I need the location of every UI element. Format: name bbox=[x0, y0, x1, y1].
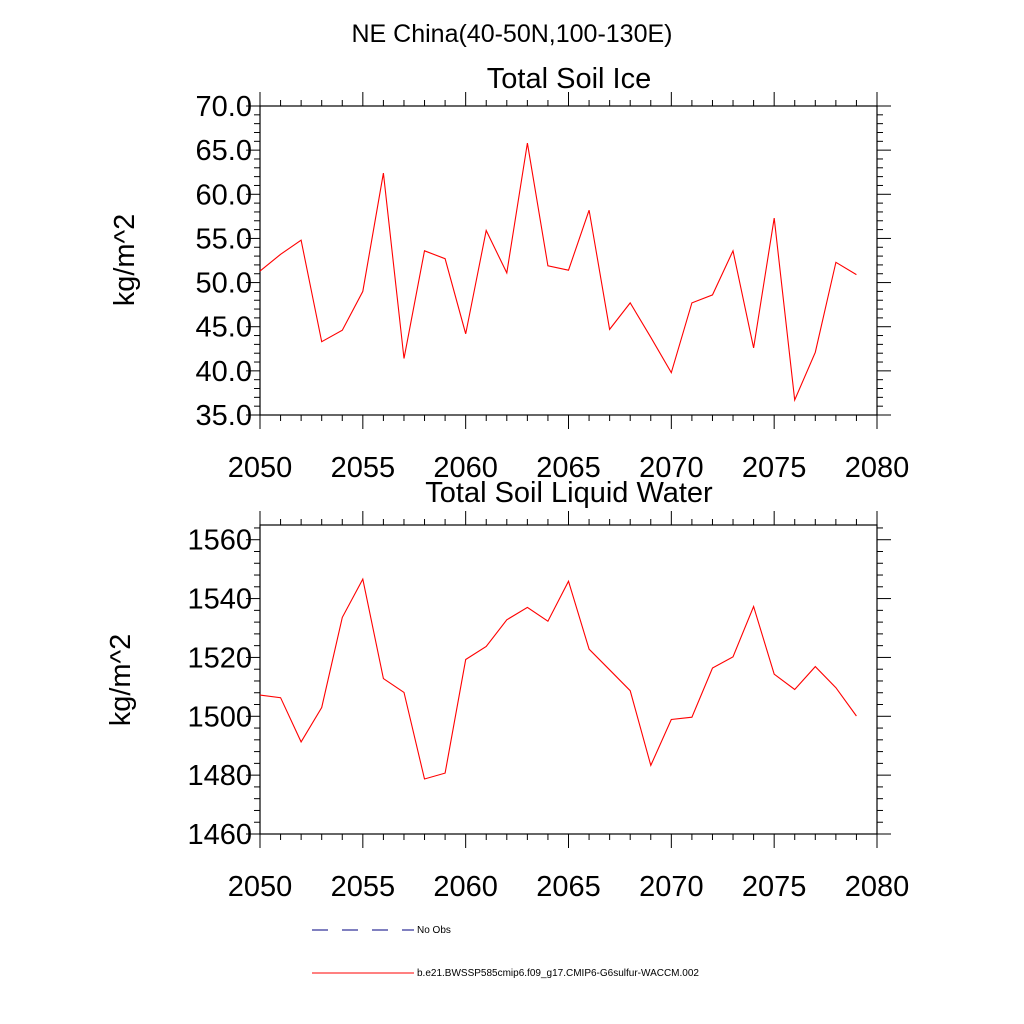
y-tick-label: 65.0 bbox=[196, 135, 252, 167]
y-tick-label: 70.0 bbox=[196, 91, 252, 123]
x-tick-label: 2070 bbox=[639, 452, 704, 484]
y-tick-label: 1480 bbox=[187, 760, 252, 792]
x-tick-label: 2065 bbox=[536, 452, 601, 484]
x-tick-label: 2060 bbox=[433, 871, 498, 903]
panel-title: Total Soil Ice bbox=[487, 63, 651, 95]
legend: No Obs b.e21.BWSSP585cmip6.f09_g17.CMIP6… bbox=[312, 925, 699, 979]
y-tick-label: 1540 bbox=[187, 584, 252, 616]
y-tick-label: 40.0 bbox=[196, 356, 252, 388]
y-axis-label: kg/m^2 bbox=[105, 634, 137, 727]
x-tick-label: 2070 bbox=[639, 871, 704, 903]
legend-label: No Obs bbox=[417, 925, 451, 936]
y-tick-label: 1500 bbox=[187, 701, 252, 733]
y-tick-label: 1460 bbox=[187, 819, 252, 851]
x-tick-label: 2055 bbox=[331, 871, 396, 903]
x-tick-label: 2075 bbox=[742, 871, 807, 903]
series-line bbox=[259, 577, 857, 780]
y-tick-label: 1560 bbox=[187, 525, 252, 557]
figure-title: NE China(40-50N,100-130E) bbox=[351, 20, 672, 48]
y-tick-label: 55.0 bbox=[196, 223, 252, 255]
x-tick-label: 2075 bbox=[742, 452, 807, 484]
x-tick-label: 2065 bbox=[536, 871, 601, 903]
x-tick-label: 2050 bbox=[228, 871, 293, 903]
series-line bbox=[259, 143, 857, 403]
x-tick-label: 2060 bbox=[433, 452, 498, 484]
y-tick-label: 60.0 bbox=[196, 179, 252, 211]
x-tick-label: 2080 bbox=[845, 452, 910, 484]
y-tick-label: 35.0 bbox=[196, 400, 252, 432]
panel-title: Total Soil Liquid Water bbox=[425, 477, 713, 509]
y-axis-label: kg/m^2 bbox=[109, 214, 141, 307]
panel-total-soil-liquid-water: Total Soil Liquid Water kg/m^2 2050 2055 2… bbox=[105, 477, 909, 903]
y-tick-label: 45.0 bbox=[196, 312, 252, 344]
x-tick-label: 2055 bbox=[331, 452, 396, 484]
legend-label: b.e21.BWSSP585cmip6.f09_g17.CMIP6-G6sulf… bbox=[417, 968, 699, 979]
x-tick-label: 2080 bbox=[845, 871, 910, 903]
y-tick-label: 50.0 bbox=[196, 268, 252, 300]
x-tick-label: 2050 bbox=[228, 452, 293, 484]
panel-total-soil-ice: Total Soil Ice kg/m^2 2050 2055 2060 2065 20… bbox=[109, 63, 909, 484]
y-tick-label: 1520 bbox=[187, 642, 252, 674]
plot-frame bbox=[259, 105, 878, 416]
plot-frame bbox=[259, 524, 878, 835]
